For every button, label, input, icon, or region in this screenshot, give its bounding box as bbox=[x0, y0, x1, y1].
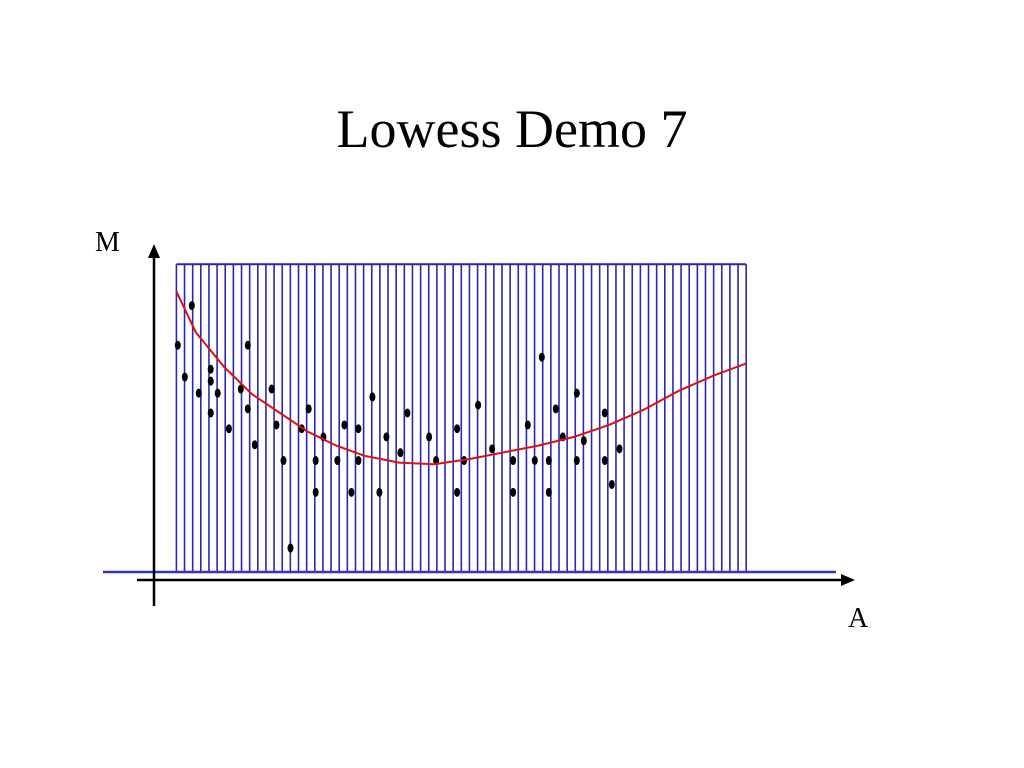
data-point bbox=[280, 456, 287, 466]
data-point bbox=[608, 479, 615, 489]
data-point bbox=[454, 487, 461, 497]
data-point bbox=[489, 444, 496, 454]
data-point bbox=[225, 424, 232, 434]
data-point bbox=[510, 487, 517, 497]
data-point bbox=[341, 420, 348, 430]
data-point bbox=[244, 404, 251, 414]
data-point bbox=[552, 404, 559, 414]
data-point bbox=[237, 384, 244, 394]
data-point bbox=[268, 384, 275, 394]
data-point bbox=[531, 456, 538, 466]
data-point bbox=[355, 456, 362, 466]
data-point bbox=[545, 487, 552, 497]
data-point bbox=[573, 456, 580, 466]
data-point bbox=[207, 364, 214, 374]
data-point bbox=[426, 432, 433, 442]
data-point bbox=[244, 340, 251, 350]
data-point bbox=[312, 487, 319, 497]
data-point bbox=[273, 420, 280, 430]
data-point bbox=[573, 388, 580, 398]
data-point bbox=[207, 408, 214, 418]
x-axis-arrowhead bbox=[841, 574, 855, 586]
data-point bbox=[601, 456, 608, 466]
data-point bbox=[355, 424, 362, 434]
data-point bbox=[188, 301, 195, 311]
data-point bbox=[475, 400, 482, 410]
data-point bbox=[207, 376, 214, 386]
data-point bbox=[524, 420, 531, 430]
data-point bbox=[545, 456, 552, 466]
data-point bbox=[181, 372, 188, 382]
data-point bbox=[214, 388, 221, 398]
data-point bbox=[312, 456, 319, 466]
data-point bbox=[376, 487, 383, 497]
data-point bbox=[510, 456, 517, 466]
data-point bbox=[616, 444, 623, 454]
data-point bbox=[195, 388, 202, 398]
data-point bbox=[251, 440, 258, 450]
lowess-curve bbox=[175, 291, 747, 466]
data-points bbox=[174, 301, 623, 553]
slide-title: Lowess Demo 7 bbox=[336, 99, 688, 159]
axes bbox=[137, 244, 855, 606]
data-point bbox=[383, 432, 390, 442]
data-point bbox=[174, 340, 181, 350]
x-axis-label: A bbox=[848, 603, 869, 634]
data-point bbox=[538, 352, 545, 362]
data-point bbox=[580, 436, 587, 446]
data-point bbox=[287, 543, 294, 553]
data-point bbox=[334, 456, 341, 466]
data-point bbox=[305, 404, 312, 414]
window-lines bbox=[175, 263, 748, 572]
data-point bbox=[601, 408, 608, 418]
data-point bbox=[454, 424, 461, 434]
data-point bbox=[404, 408, 411, 418]
data-point bbox=[397, 448, 404, 458]
data-point bbox=[348, 487, 355, 497]
data-point bbox=[369, 392, 376, 402]
y-axis-arrowhead bbox=[148, 244, 160, 258]
y-axis-label: M bbox=[95, 227, 120, 258]
